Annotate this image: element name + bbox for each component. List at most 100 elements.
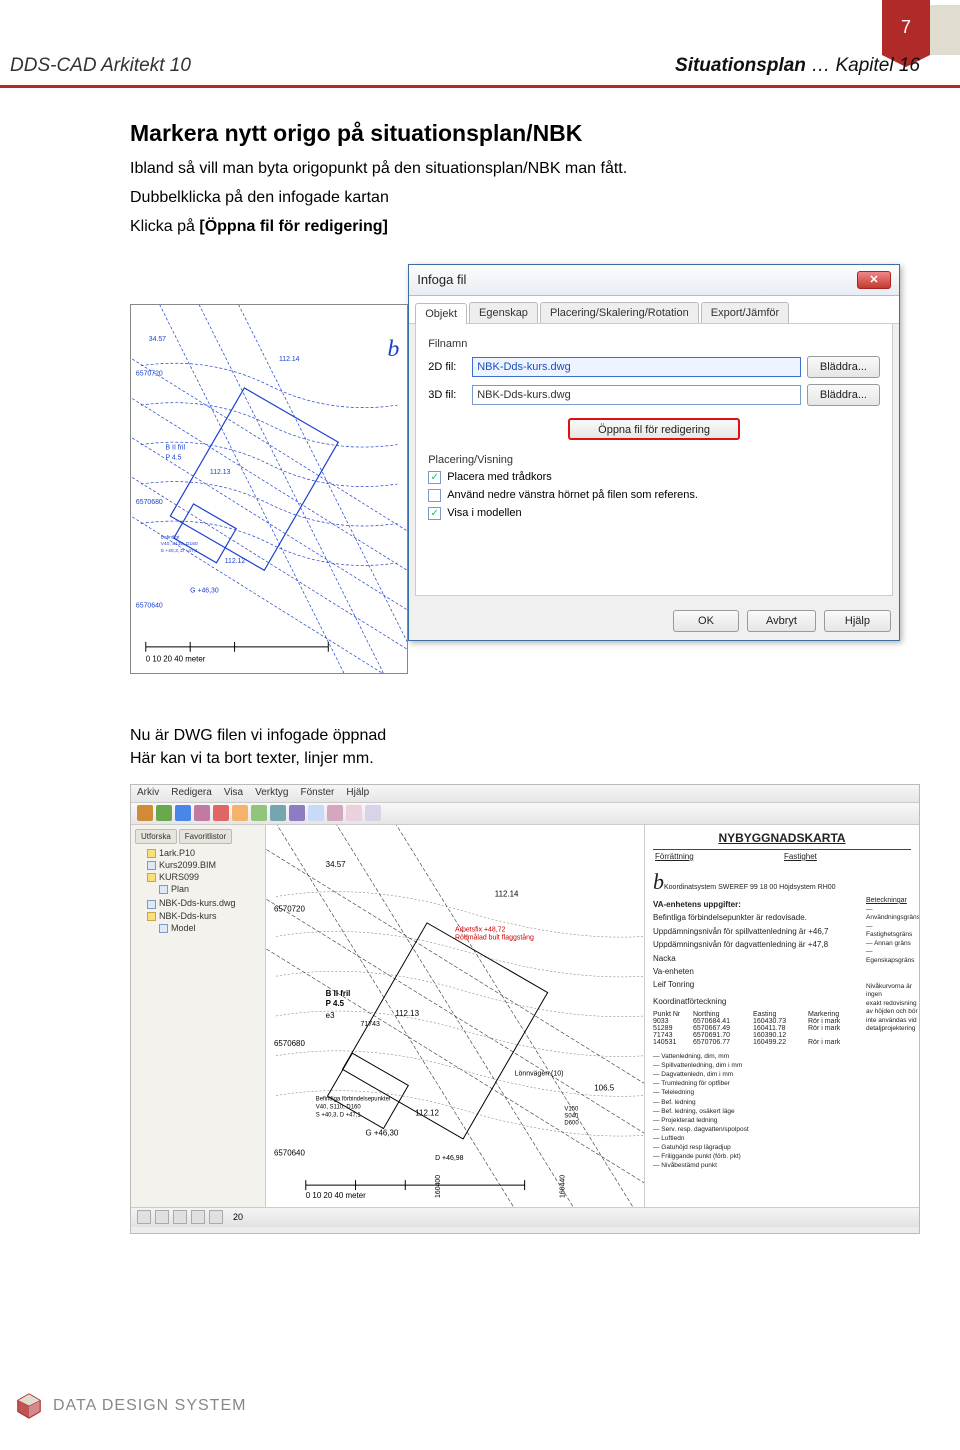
svg-text:6570720: 6570720 [136,370,163,377]
svg-text:B II fril: B II fril [326,989,351,998]
toolbar-icon[interactable] [137,805,153,821]
sidebar-tab-utforska[interactable]: Utforska [135,829,177,844]
page-number-tab: 7 [882,0,930,55]
tree-item[interactable]: KURS099Plan [147,872,261,896]
paragraph-3: Klicka på [Öppna fil för redigering] [130,215,900,238]
tab-export[interactable]: Export/Jämför [701,302,789,323]
checkbox-row-1[interactable]: ✓ Placera med trådkors [428,471,880,484]
checkbox-row-2[interactable]: Använd nedre vänstra hörnet på filen som… [428,489,880,502]
toolbar-icon[interactable] [194,805,210,821]
checkbox-tradkors[interactable]: ✓ [428,471,441,484]
menu-arkiv[interactable]: Arkiv [137,787,159,800]
svg-text:106.5: 106.5 [594,1084,614,1093]
svg-text:D +46,98: D +46,98 [435,1155,464,1162]
svg-text:0 10 20 40 meter: 0 10 20 40 meter [146,654,206,663]
section-heading: Markera nytt origo på situationsplan/NBK [130,120,900,147]
coord-table: Punkt NrNorthingEastingMarkering90336570… [653,1011,858,1046]
close-icon[interactable]: ✕ [857,271,891,289]
menu-visa[interactable]: Visa [224,787,243,800]
svg-text:71743: 71743 [361,1021,380,1028]
dialog-body: Filnamn 2D fil: Bläddra... 3D fil: Blädd… [415,324,893,596]
ok-button[interactable]: OK [673,610,739,632]
menu-verktyg[interactable]: Verktyg [255,787,288,800]
menu-fonster[interactable]: Fönster [300,787,334,800]
toolbar-icon[interactable] [232,805,248,821]
cad-main: Utforska Favoritlistor 1ark.P10 Kurs2099.… [131,825,919,1207]
svg-text:Befintligt: Befintligt [161,534,181,540]
checkbox-label-1: Placera med trådkors [447,471,552,483]
checkbox-hornet[interactable] [428,489,441,502]
menu-hjalp[interactable]: Hjälp [346,787,369,800]
svg-text:112.13: 112.13 [210,469,231,476]
tree-item[interactable]: Kurs2099.BIM [147,860,261,870]
browse-2d-button[interactable]: Bläddra... [807,356,880,378]
after-line-2: Här kan vi ta bort texter, linjer mm. [130,747,900,770]
tab-egenskap[interactable]: Egenskap [469,302,538,323]
checkbox-label-3: Visa i modellen [447,507,521,519]
svg-text:P 4.5: P 4.5 [166,454,182,461]
help-button[interactable]: Hjälp [824,610,891,632]
input-3d-file[interactable] [472,385,801,405]
svg-text:Lönnvägen (10): Lönnvägen (10) [515,1071,564,1078]
paragraph-1: Ibland så vill man byta origopunkt på de… [130,157,900,180]
toolbar-icon[interactable] [213,805,229,821]
cad-canvas[interactable]: 34.57 112.14 6570720 Arbetsfix +48,72 Rö… [266,825,644,1207]
tree-item[interactable]: NBK-Dds-kursModel [147,911,261,935]
status-icon[interactable] [209,1210,223,1224]
svg-text:e3: e3 [326,1011,335,1020]
svg-text:Befintliga förbindelsepunkter: Befintliga förbindelsepunkter [316,1096,391,1102]
group-placering: Placering/Visning [428,454,880,466]
toolbar-icon[interactable] [365,805,381,821]
tree-item[interactable]: NBK-Dds-kurs.dwg [147,898,261,908]
toolbar-icon[interactable] [251,805,267,821]
toolbar-icon[interactable] [289,805,305,821]
status-icon[interactable] [155,1210,169,1224]
svg-text:Rödmålad bult flaggstång: Rödmålad bult flaggstång [455,933,534,941]
cad-toolbar[interactable] [131,803,919,825]
cancel-button[interactable]: Avbryt [747,610,816,632]
after-paragraph: Nu är DWG filen vi infogade öppnad Här k… [130,724,900,770]
svg-text:6570720: 6570720 [274,904,305,913]
sidebar-tab-favoriter[interactable]: Favoritlistor [179,829,232,844]
status-icon[interactable] [191,1210,205,1224]
sidebar-tabs: Utforska Favoritlistor [135,829,261,844]
tree-item[interactable]: Model [159,923,261,933]
legend-list: — Vattenledning, dim, mm— Spillvattenled… [653,1052,858,1170]
cad-sidebar[interactable]: Utforska Favoritlistor 1ark.P10 Kurs2099.… [131,825,266,1207]
tree-item[interactable]: Plan [159,884,261,894]
row-3d-file: 3D fil: Bläddra... [428,384,880,406]
status-icon[interactable] [173,1210,187,1224]
checkbox-row-3[interactable]: ✓ Visa i modellen [428,507,880,520]
header-product: DDS-CAD Arkitekt 10 [10,55,191,77]
checkbox-visa[interactable]: ✓ [428,507,441,520]
dialog-title: Infoga fil [417,272,466,287]
status-icon[interactable] [137,1210,151,1224]
footer-logo: DATA DESIGN SYSTEM [15,1392,246,1420]
row-2d-file: 2D fil: Bläddra... [428,356,880,378]
svg-text:6570640: 6570640 [274,1148,305,1157]
footer-company: DATA DESIGN SYSTEM [53,1397,246,1415]
after-line-1: Nu är DWG filen vi infogade öppnad [130,724,900,747]
dialog-titlebar[interactable]: Infoga fil ✕ [409,265,899,296]
toolbar-icon[interactable] [327,805,343,821]
tab-objekt[interactable]: Objekt [415,303,467,324]
cad-screenshot: Arkiv Redigera Visa Verktyg Fönster Hjäl… [130,784,920,1234]
svg-text:S +40,3, D +47,1: S +40,3, D +47,1 [161,548,198,554]
paragraph-2: Dubbelklicka på den infogade kartan [130,186,900,209]
svg-text:P 4.5: P 4.5 [326,999,345,1008]
menu-redigera[interactable]: Redigera [171,787,212,800]
tree-item[interactable]: 1ark.P10 [147,848,261,858]
cad-menubar[interactable]: Arkiv Redigera Visa Verktyg Fönster Hjäl… [131,785,919,803]
input-2d-file[interactable] [472,357,801,377]
svg-text:0 10 20 40 met: 0 10 20 40 meter [306,1191,366,1200]
toolbar-icon[interactable] [175,805,191,821]
toolbar-icon[interactable] [308,805,324,821]
open-for-edit-button[interactable]: Öppna fil för redigering [568,418,740,440]
tab-placering[interactable]: Placering/Skalering/Rotation [540,302,699,323]
browse-3d-button[interactable]: Bläddra... [807,384,880,406]
cad-legend-panel: NYBYGGNADSKARTA Förrättning Fastighet bK… [644,825,919,1207]
toolbar-icon[interactable] [270,805,286,821]
toolbar-icon[interactable] [156,805,172,821]
project-tree[interactable]: 1ark.P10 Kurs2099.BIM KURS099Plan NBK-Dds-k… [135,848,261,935]
toolbar-icon[interactable] [346,805,362,821]
